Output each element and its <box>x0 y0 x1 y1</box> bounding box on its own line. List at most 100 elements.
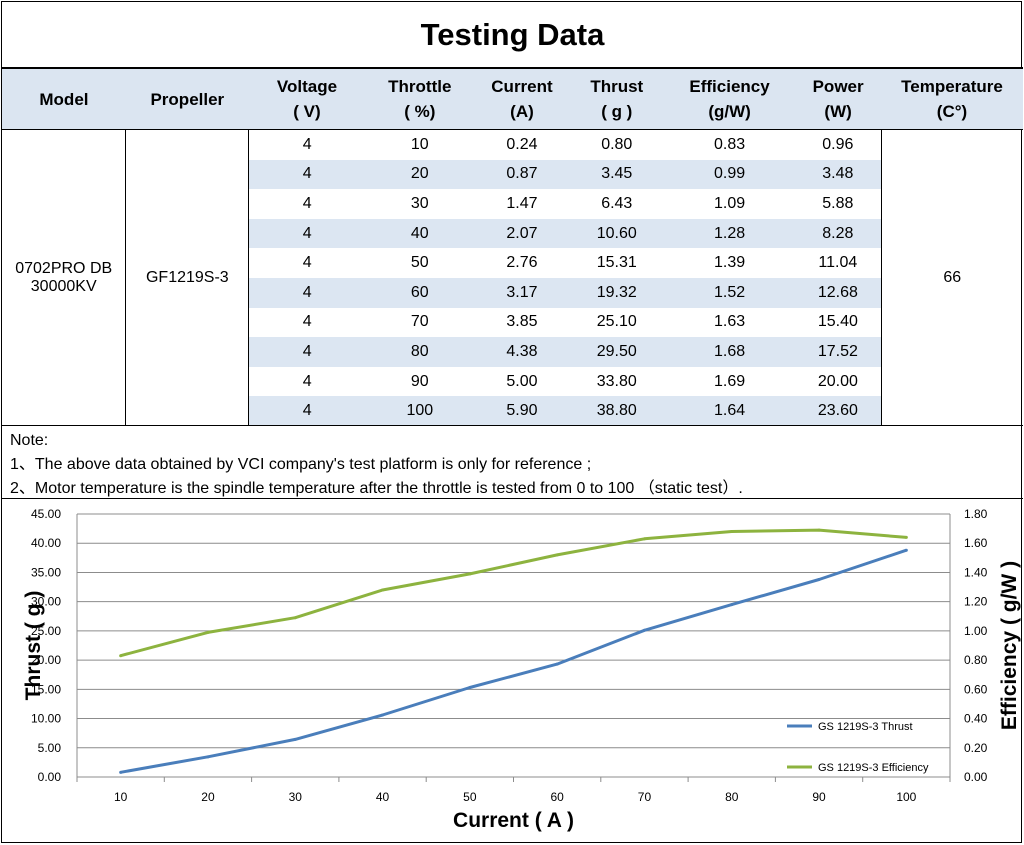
page-title: Testing Data <box>2 2 1023 68</box>
table-cell: 4 <box>248 337 366 367</box>
x-tick-label: 50 <box>463 790 477 804</box>
table-cell: 80 <box>365 337 475 367</box>
header-efficiency: Efficiency (g/W) <box>663 68 796 130</box>
table-cell: 6.43 <box>601 194 633 212</box>
table-cell: 50 <box>410 254 429 272</box>
y2-tick-label: 1.20 <box>964 595 988 609</box>
table-cell: 4 <box>248 366 366 397</box>
thrust-point <box>642 628 646 632</box>
x-tick-label: 20 <box>201 790 215 804</box>
table-cell: 60 <box>365 277 475 308</box>
header-current: Current (A) <box>474 68 570 130</box>
propeller-cell: GF1219S-3 <box>125 129 250 426</box>
table-cell: 1.28 <box>663 218 796 249</box>
table-cell: 19.32 <box>569 277 664 308</box>
table-cell: 4 <box>248 159 366 190</box>
table-cell: 1.69 <box>713 372 746 390</box>
y-tick-label: 25.00 <box>31 624 61 638</box>
efficiency-point <box>206 630 210 634</box>
table-cell: 11.04 <box>818 254 858 272</box>
table-cell: 5.00 <box>506 372 538 390</box>
table-cell: 4 <box>248 277 366 308</box>
thrust-efficiency-chart: 0.00 5.00 10.00 15.00 20.00 25.00 30.00 35.00 40… <box>22 507 1021 832</box>
x-axis-title: Current ( A ) <box>453 809 574 832</box>
table-cell: 3.85 <box>506 313 538 331</box>
table-row: 4 80 4.38 29.50 1.68 17.52 <box>2 337 1023 367</box>
x-tick-label: 90 <box>812 790 826 804</box>
notes-heading: Note: <box>10 432 49 449</box>
table-cell: 1.63 <box>713 313 746 331</box>
thrust-point <box>468 686 472 690</box>
table-cell: 90 <box>410 372 429 390</box>
thrust-point <box>119 770 123 774</box>
y2-tick-label: 0.40 <box>964 712 988 726</box>
table-row: 4 50 2.76 15.31 1.39 11.04 <box>2 248 1023 278</box>
table-cell: 33.80 <box>596 372 637 390</box>
efficiency-point <box>730 530 734 534</box>
x-tick-label: 30 <box>289 790 303 804</box>
thrust-point <box>904 548 908 552</box>
table-cell: 15.31 <box>596 254 637 272</box>
efficiency-point <box>817 528 821 532</box>
table-cell: 12.68 <box>795 277 881 308</box>
x-tick-label: 60 <box>550 790 564 804</box>
efficiency-point <box>468 572 472 576</box>
table-cell: 1.47 <box>506 194 538 212</box>
table-cell: 0.99 <box>663 159 796 190</box>
table-cell: 38.80 <box>569 396 664 426</box>
table-cell: 4 <box>248 396 366 426</box>
table-cell: 0.24 <box>506 135 538 153</box>
table-cell: 3.45 <box>569 159 664 190</box>
table-cell: 10 <box>410 135 429 153</box>
table-row: 4 70 3.85 25.10 1.63 15.40 <box>2 307 1023 338</box>
x-tick-label: 40 <box>376 790 390 804</box>
note-line-2: 2、Motor temperature is the spindle tempe… <box>10 480 743 497</box>
table-cell: 25.10 <box>596 313 637 331</box>
y-tick-label: 5.00 <box>38 741 62 755</box>
x-tick-label: 10 <box>114 790 128 804</box>
table-cell: 4 <box>248 129 366 160</box>
y-tick-label: 40.00 <box>31 536 61 550</box>
thrust-point <box>730 603 734 607</box>
thrust-point <box>555 662 559 666</box>
table-cell: 40 <box>365 218 475 249</box>
table-cell: 20.00 <box>817 372 858 390</box>
table-row: 4 60 3.17 19.32 1.52 12.68 <box>2 277 1023 308</box>
header-voltage: Voltage( V) <box>248 68 366 130</box>
efficiency-point <box>555 553 559 557</box>
table-cell: 29.50 <box>569 337 664 367</box>
thrust-point <box>206 755 210 759</box>
legend-label: GS 1219S-3 Efficiency <box>818 762 929 774</box>
table-cell: 1.64 <box>663 396 796 426</box>
efficiency-series-line <box>120 528 907 658</box>
table-cell: 20 <box>365 159 475 190</box>
y2-tick-label: 1.00 <box>964 624 988 638</box>
table-cell: 23.60 <box>795 396 881 426</box>
efficiency-point <box>381 588 385 592</box>
y2-tick-label: 1.40 <box>964 565 988 579</box>
y2-tick-label: 1.80 <box>964 507 988 521</box>
note-line-1: 1、The above data obtained by VCI company… <box>10 456 592 473</box>
table-cell: 10.60 <box>569 218 664 249</box>
efficiency-point <box>119 654 123 658</box>
testing-data-table: Model Propeller Voltage( V) Throttle( %)… <box>2 68 1023 426</box>
thrust-series-line <box>120 548 907 774</box>
y-axis-title: Thrust ( g ) <box>22 591 45 701</box>
header-temperature: Temperature (C°) <box>881 68 1023 130</box>
table-cell: 8.28 <box>795 218 881 249</box>
table-cell: 3.48 <box>795 159 881 190</box>
temperature-cell: 66 <box>880 129 1023 426</box>
table-cell: 1.52 <box>663 277 796 308</box>
y-tick-label: 20.00 <box>31 653 61 667</box>
thrust-point <box>293 737 297 741</box>
table-cell: 30 <box>410 194 429 212</box>
table-cell: 4 <box>248 218 366 249</box>
table-cell: 100 <box>365 396 475 426</box>
y2-tick-label: 0.00 <box>964 770 988 784</box>
efficiency-point <box>642 537 646 541</box>
table-cell: 4 <box>248 248 366 278</box>
header-model: Model <box>2 68 126 130</box>
legend-label: GS 1219S-3 Thrust <box>818 721 913 733</box>
y2-tick-label: 1.60 <box>964 536 988 550</box>
table-row: 4 100 5.90 38.80 1.64 23.60 <box>2 396 1023 426</box>
